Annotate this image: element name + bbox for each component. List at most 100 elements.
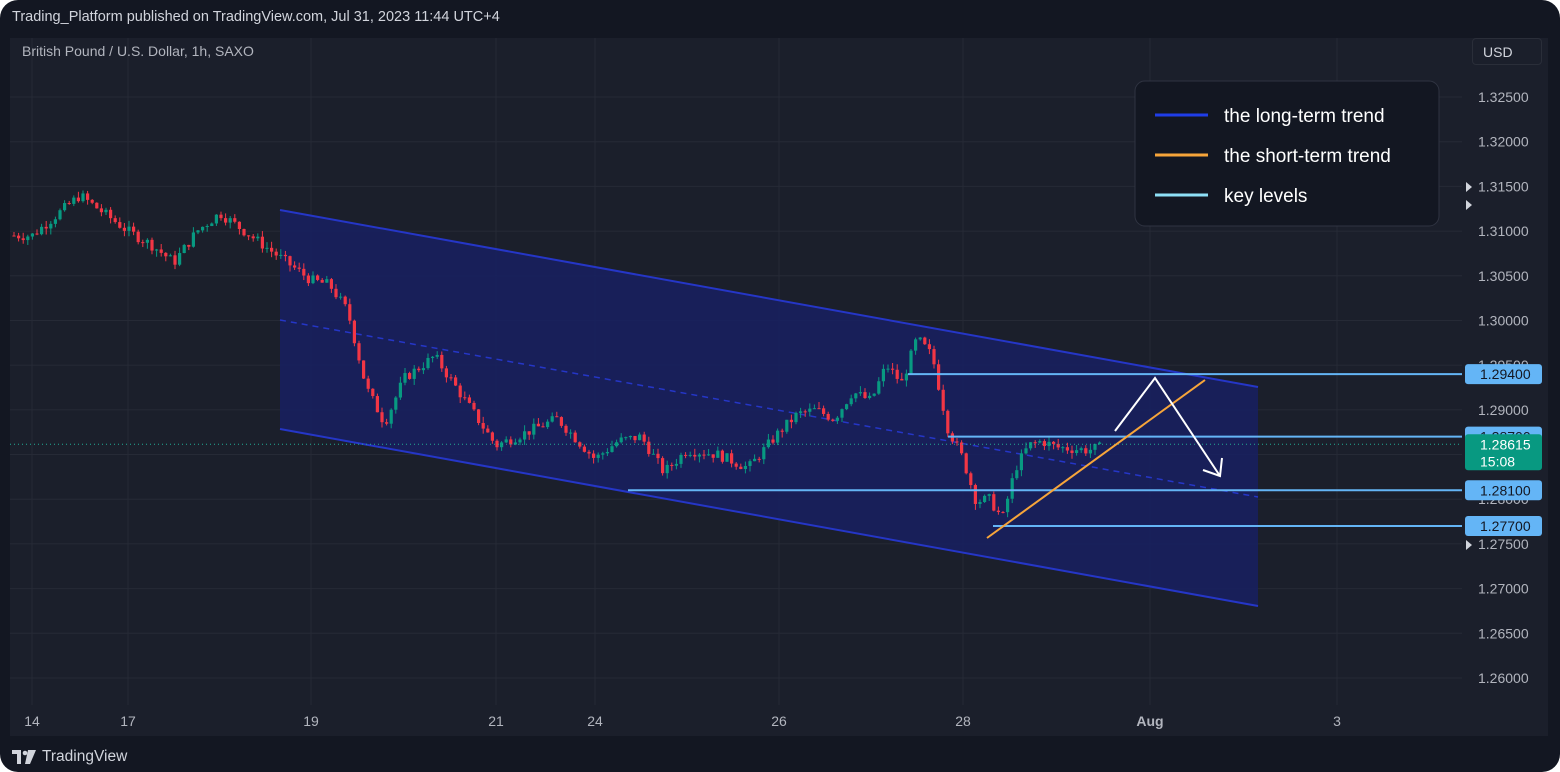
level-badge-label: 1.27700 [1480,518,1531,534]
candle-body [835,417,839,421]
candle-body [421,368,425,371]
candle-body [201,226,205,231]
projection-arrow[interactable] [1114,376,1221,477]
candle-body [923,337,927,345]
candle-body [891,368,895,370]
level-price-badge[interactable]: 1.28100 [1465,480,1542,501]
candle-body [720,450,724,462]
candle-body [385,422,389,424]
candle-body [366,378,370,389]
candle-body [826,413,830,420]
candle-body [665,464,669,474]
channel-upper-line[interactable] [279,209,1259,388]
candles [12,190,1102,518]
candle-body [136,231,140,243]
candle-body [463,397,467,399]
candle-body [647,441,651,454]
candle-body [247,235,251,237]
candle-body [624,437,628,439]
candle-body [168,255,172,257]
candle-body [886,368,890,370]
candle-body [1065,447,1069,451]
candle-body [932,349,936,365]
candle-body [444,368,448,378]
candle-body [477,409,481,423]
time-axis[interactable]: 14 17 19 21 24 26 28 Aug 3 [24,713,1341,729]
key-levels[interactable] [628,373,1462,528]
candle-body [408,373,412,379]
candle-body [978,502,982,504]
candle-body [113,218,117,223]
candle-body [1088,449,1092,454]
candle-body [191,232,195,247]
footer-brand[interactable]: TradingView [12,748,127,766]
candle-body [633,435,637,441]
channel-lower-line[interactable] [279,428,1259,607]
price-tick-label: 1.26000 [1478,670,1529,686]
candle-body [684,454,688,456]
candle-body [969,473,973,486]
candle-body [817,408,821,410]
price-tick-label: 1.31500 [1478,178,1529,194]
candle-body [1052,441,1056,444]
time-tick-label: 21 [488,713,504,729]
candle-body [279,254,283,256]
candle-body [398,382,402,398]
candle-body [881,368,885,382]
scale-marker-icon [1466,182,1472,192]
candle-body [274,251,278,256]
channel-midline[interactable] [279,319,1259,498]
level-price-badge[interactable]: 1.27700 [1465,516,1542,537]
candle-body [145,239,149,243]
level-badge-label: 1.28100 [1480,482,1531,498]
price-tick-label: 1.32000 [1478,134,1529,150]
level-badge-label: 1.29400 [1480,366,1531,382]
candle-body [242,228,246,236]
candle-body [95,202,99,209]
time-tick-label: 19 [303,713,319,729]
candle-body [343,296,347,305]
candle-body [67,203,71,205]
candle-body [615,442,619,447]
price-tick-label: 1.32500 [1478,89,1529,105]
overlays[interactable] [10,376,1462,539]
candle-body [642,434,646,442]
candle-body [118,222,122,228]
current-price-label: 1.28615 [1480,436,1531,452]
candle-body [440,354,444,369]
time-tick-label: 28 [955,713,971,729]
legend[interactable]: the long-term trend the short-term trend k… [1134,80,1440,227]
candle-body [325,279,329,283]
candle-body [30,233,34,237]
candle-body [164,252,168,257]
candle-body [233,218,237,222]
candle-body [941,389,945,411]
level-price-badge[interactable]: 1.29400 [1465,364,1542,385]
current-price-bg [1465,434,1542,471]
candle-body [90,199,94,203]
symbol-title[interactable]: British Pound / U.S. Dollar, 1h, SAXO [22,43,254,59]
candle-body [380,412,384,423]
short-term-trendline[interactable] [986,379,1206,539]
brand-label: TradingView [42,748,128,765]
candle-body [81,193,85,202]
candle-body [582,446,586,452]
candle-body [352,320,356,344]
currency-button[interactable]: USD [1472,38,1542,65]
candle-body [536,423,540,427]
candle-body [237,221,241,229]
time-tick-label: Aug [1136,713,1163,729]
price-axis[interactable]: 1.260001.265001.270001.275001.280001.285… [1465,89,1542,686]
candle-body [532,423,536,435]
candle-body [587,451,591,454]
trend-channel[interactable] [279,209,1259,607]
candle-body [150,239,154,251]
candle-body [17,235,21,239]
candle-body [1019,453,1023,471]
candle-body [449,377,453,379]
candle-body [757,458,761,460]
candle-body [431,356,435,358]
candle-body [260,236,264,249]
